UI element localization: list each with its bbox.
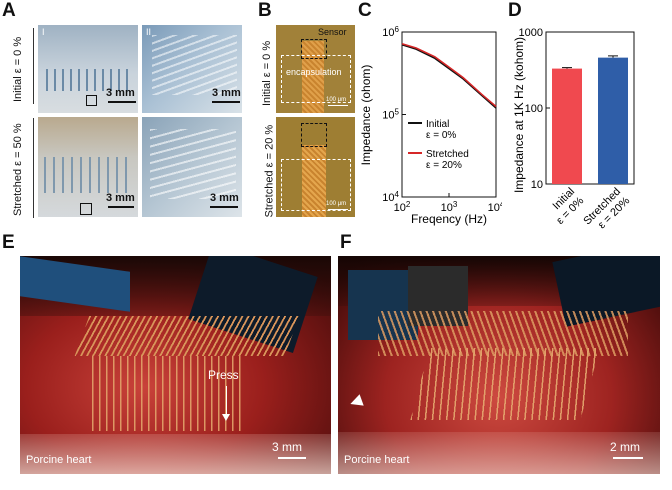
electrode-array — [150, 129, 236, 199]
y-tick-label: 1000 — [519, 27, 543, 39]
y-axis-label: Impedance (ohom) — [359, 65, 373, 166]
panel-a-label: A — [2, 0, 16, 21]
inset-box — [86, 95, 97, 106]
scale-bar-label: 2 mm — [610, 440, 640, 454]
legend-label: Initial — [426, 119, 449, 130]
scale-bar-label: 100 μm — [326, 97, 347, 103]
arrowhead-icon — [348, 394, 364, 410]
panel-e-label: E — [2, 232, 15, 253]
series-line — [401, 43, 497, 108]
press-label: Press — [208, 368, 239, 382]
sensor-box — [301, 39, 327, 59]
legend-label: Stretched — [426, 149, 469, 160]
y-tick-label: 100 — [525, 103, 543, 115]
sensor-trace — [302, 41, 324, 113]
ribbon-traces — [74, 316, 300, 356]
photo-b-stretched: 100 μm — [276, 117, 355, 217]
panel-b-label: B — [258, 0, 272, 21]
panel-b-row1-label: Initial ε = 0 % — [261, 40, 273, 106]
photo-f-heart: Porcine heart 2 mm — [338, 256, 660, 474]
scale-bar — [210, 206, 238, 208]
tissue-highlight — [338, 432, 660, 474]
sensor-trace — [302, 145, 326, 217]
panel-c-label: C — [358, 0, 372, 21]
scale-bar — [278, 457, 306, 459]
x-tick-label: 103 — [441, 200, 458, 215]
scale-bar-label: 3 mm — [212, 87, 241, 99]
y-tick-label: 105 — [382, 107, 399, 122]
inset-box — [80, 203, 92, 215]
panel-f-label: F — [340, 232, 352, 253]
bar — [552, 68, 582, 184]
scale-bar — [212, 101, 240, 103]
scale-bar-label: 3 mm — [106, 87, 135, 99]
x-tick-label: 102 — [394, 200, 411, 215]
electrode-array — [44, 157, 134, 193]
scale-bar — [108, 206, 134, 208]
y-tick-label: 104 — [382, 190, 399, 205]
panel-a-row1-arrow — [33, 28, 34, 104]
series-line — [401, 44, 497, 109]
photo-a-initial-i: I 3 mm — [38, 25, 138, 113]
scale-bar-label: 100 μm — [326, 201, 347, 207]
panel-b-row2-label: Stretched ε = 20 % — [263, 124, 276, 218]
scale-bar — [328, 105, 348, 106]
scale-bar-label: 3 mm — [210, 192, 239, 204]
sensor-label: Sensor — [318, 27, 347, 37]
x-tick-label: 104 — [488, 200, 502, 215]
photo-e-heart: Press Porcine heart 3 mm — [20, 256, 331, 474]
x-axis-label: Freqency (Hz) — [411, 212, 487, 226]
photo-a-initial-ii: II 3 mm — [142, 25, 242, 113]
legend-label: ε = 20% — [426, 160, 462, 171]
panel-a-row1-label: Initial ε = 0 % — [12, 36, 24, 102]
panel-a-row2-arrow — [33, 118, 34, 218]
encapsulation-box — [281, 159, 351, 211]
encapsulation-label: encapsulation — [286, 67, 342, 77]
y-tick-label: 106 — [382, 25, 399, 40]
electrode-array — [410, 348, 600, 420]
sub-label-ii: II — [146, 27, 152, 37]
bar — [598, 57, 628, 185]
scale-bar — [108, 101, 136, 103]
caption: Porcine heart — [344, 454, 410, 466]
electrode-array — [152, 35, 237, 95]
caption: Porcine heart — [26, 454, 92, 466]
photo-a-stretched-ii: 3 mm — [142, 117, 242, 217]
electrode-array — [46, 69, 130, 91]
scale-bar-label: 3 mm — [272, 440, 302, 454]
chart-frame — [401, 31, 497, 198]
photo-b-initial: Sensor encapsulation 100 μm — [276, 25, 355, 113]
scale-bar-label: 3 mm — [106, 192, 135, 204]
arrow-down-icon — [222, 414, 230, 421]
sensor-box — [301, 123, 327, 147]
electrode-array — [92, 356, 242, 431]
y-axis-label: Impedance at 1K Hz (kohom) — [512, 37, 526, 193]
press-arrow — [226, 386, 227, 418]
panel-d-label: D — [508, 0, 522, 21]
legend-label: ε = 0% — [426, 130, 456, 141]
y-tick-label: 10 — [531, 179, 543, 191]
photo-a-stretched-i: 3 mm — [38, 117, 138, 217]
tissue-highlight — [20, 434, 331, 474]
panel-a-row2-label: Stretched ε = 50 % — [12, 123, 24, 216]
scale-bar — [613, 457, 643, 459]
sub-label-i: I — [42, 27, 45, 37]
encapsulation-box — [281, 55, 351, 103]
scale-bar — [328, 209, 348, 210]
